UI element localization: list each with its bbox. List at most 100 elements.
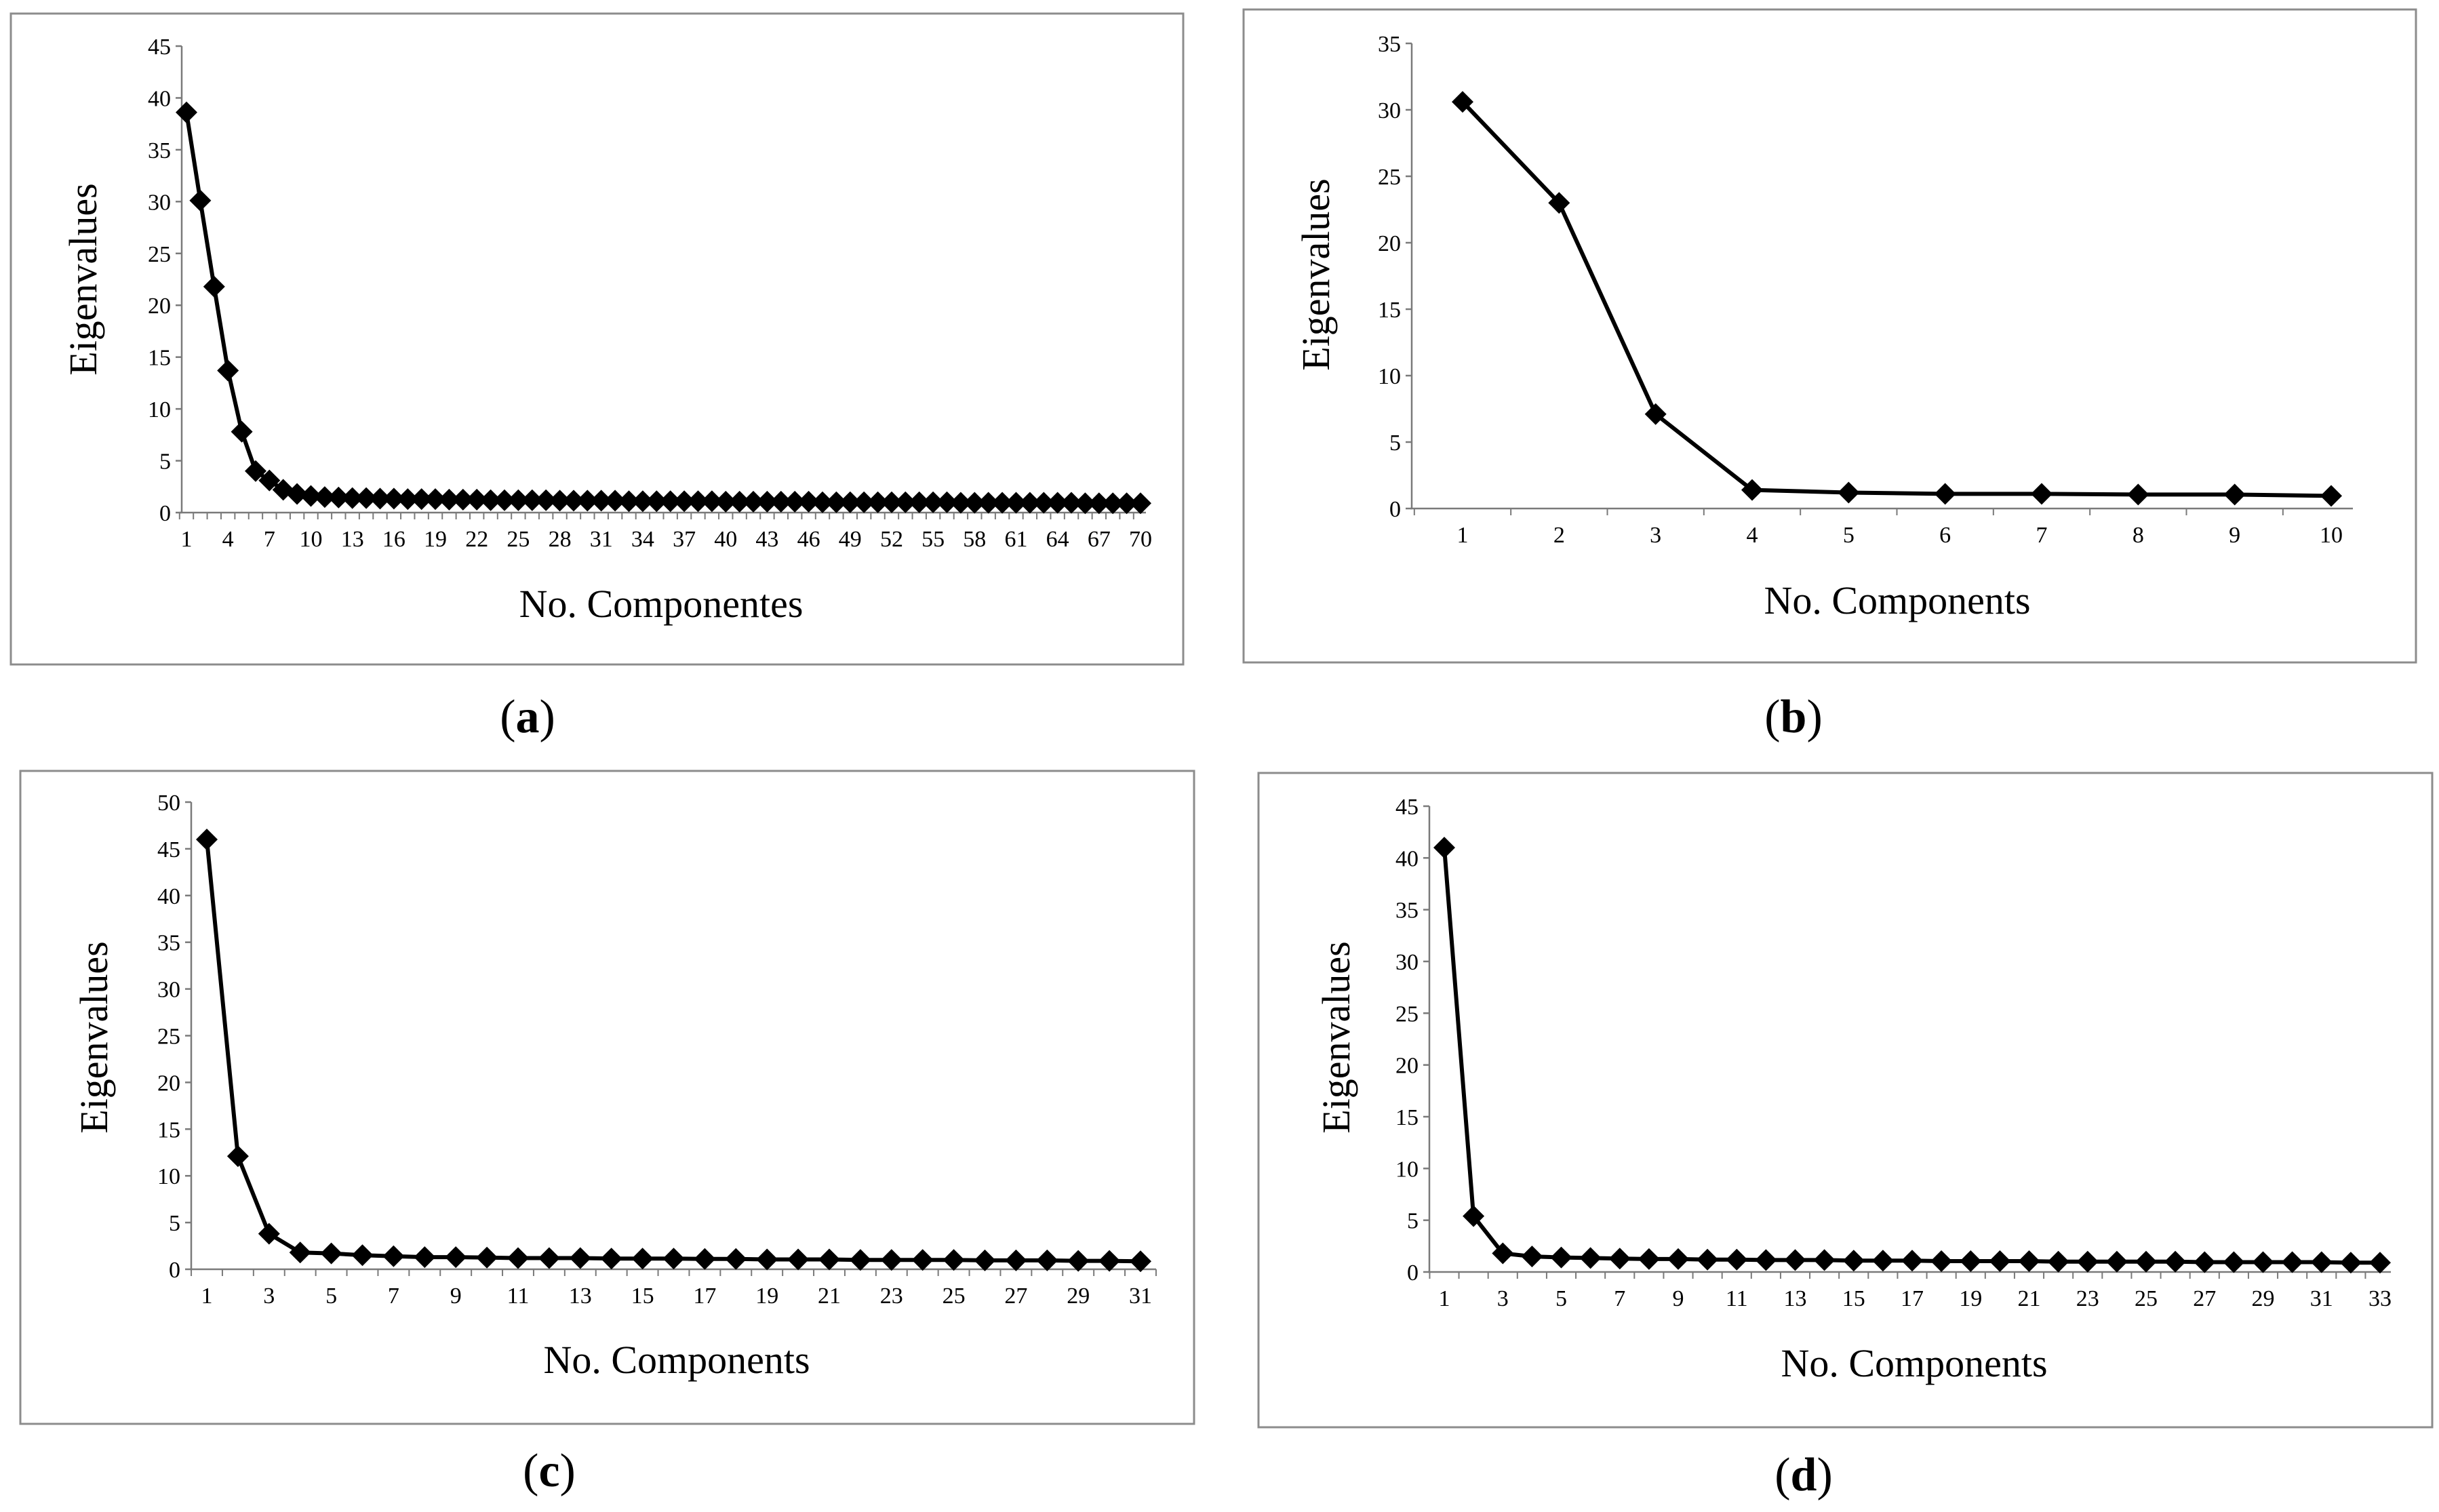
panel-b-frame <box>1242 8 2417 664</box>
panel-a-data-point <box>659 490 681 513</box>
panel-c-y-tick-label: 40 <box>157 884 180 909</box>
panel-a-data-point <box>673 490 696 513</box>
panel-a-data-point <box>1005 492 1027 514</box>
panel-a-x-tick-label: 28 <box>549 527 572 552</box>
panel-c-y-tick-label: 15 <box>157 1117 180 1142</box>
panel-d-data-point <box>1989 1250 2011 1272</box>
panel-d-data-point <box>1755 1249 1777 1271</box>
panel-c-y-tick-label: 45 <box>157 837 180 862</box>
panel-a-data-point <box>687 490 709 513</box>
panel-d-y-tick-label: 25 <box>1395 1001 1419 1027</box>
panel-a-plot: 0 5 10 15 20 25 30 35 40 45 1 4 7 10 13 16 19 22 25 28 31 34 3… <box>148 35 1152 552</box>
panel-c-x-tick-label: 1 <box>201 1284 213 1309</box>
panel-d-data-point <box>2339 1252 2362 1274</box>
panel-a-x-tick-label: 64 <box>1046 527 1069 552</box>
panel-a-y-tick-label: 0 <box>159 501 171 526</box>
panel-b-x-tick-label: 9 <box>2229 523 2240 548</box>
panel-d-x-tick-label: 19 <box>1959 1286 1982 1311</box>
panel-d-data-point <box>2047 1250 2069 1273</box>
panel-d-x-tick-label: 29 <box>2252 1286 2275 1311</box>
panel-d-y-tick-label: 40 <box>1395 846 1419 871</box>
panel-b-y-tick-label: 15 <box>1378 298 1401 323</box>
panel-c-x-tick-label: 11 <box>507 1284 530 1309</box>
panel-c-data-point <box>725 1248 747 1270</box>
panel-d-y-tick-label: 0 <box>1407 1260 1419 1286</box>
panel-c-x-tick-label: 9 <box>450 1284 462 1309</box>
panel-d-x-tick-label: 9 <box>1673 1286 1684 1311</box>
panel-a-data-point <box>438 488 460 511</box>
panel-c-frame <box>19 770 1195 1425</box>
panel-d-data-point <box>1608 1248 1631 1270</box>
panel-a-x-tick-label: 37 <box>673 527 696 552</box>
panel-a-data-point <box>977 492 999 514</box>
panel-d-y-tick-label: 35 <box>1395 898 1419 923</box>
panel-a-x-tick-label: 49 <box>839 527 862 552</box>
panel-a-x-tick-label: 70 <box>1129 527 1152 552</box>
panel-d-data-point <box>1960 1250 1982 1272</box>
panel-c-data-point <box>756 1248 778 1271</box>
panel-c-data-point <box>538 1247 560 1269</box>
panel-a-y-tick-label: 5 <box>159 450 171 475</box>
panel-c-data-point <box>226 1145 249 1168</box>
panel-c-data-point <box>1036 1249 1058 1271</box>
panel-c-data-point <box>569 1247 591 1269</box>
panel-d-frame <box>1257 772 2434 1429</box>
panel-a-data-point <box>424 488 446 511</box>
panel-a-data-point <box>1088 492 1110 515</box>
panel-a-x-tick-label: 58 <box>963 527 986 552</box>
panel-a-data-point <box>1102 492 1124 515</box>
panel-a-x-tick-label: 31 <box>590 527 613 552</box>
panel-b-y-tick-label: 30 <box>1378 98 1401 123</box>
panel-d-caption: (d) <box>1774 1449 1833 1501</box>
panel-a-y-tick-label: 30 <box>148 190 171 215</box>
panel-d-x-tick-label: 25 <box>2135 1286 2158 1311</box>
panel-c-ylabel: Eigenvalues <box>72 941 116 1133</box>
panel-a-data-point <box>1060 492 1082 514</box>
panel-c-caption-letter: c <box>538 1445 559 1497</box>
panel-c-data-point <box>414 1246 436 1269</box>
panel-c-y-tick-label: 35 <box>157 931 180 956</box>
panel-b-x-tick-label: 6 <box>1939 523 1951 548</box>
panel-b: 0 5 10 15 20 25 30 35 1 2 3 4 5 6 7 8 9 10 Eigenvalues No… <box>1242 8 2417 743</box>
panel-a-data-point <box>797 490 820 513</box>
panel-d-x-tick-label: 17 <box>1901 1286 1924 1311</box>
panel-a-x-tick-label: 52 <box>880 527 903 552</box>
panel-a-data-point <box>576 490 599 512</box>
panel-a-data-point <box>839 491 861 513</box>
panel-d-y-tick-label: 30 <box>1395 950 1419 975</box>
panel-c-data-point <box>1005 1249 1027 1271</box>
panel-d-data-point <box>1638 1248 1660 1270</box>
panel-a-xlabel: No. Componentes <box>519 582 804 626</box>
panel-c-data-point <box>600 1248 622 1270</box>
panel-a-y-tick-label: 25 <box>148 242 171 267</box>
panel-c-data-point <box>943 1249 965 1271</box>
panel-c-data-point <box>849 1249 871 1271</box>
panel-c-data-point <box>911 1249 934 1271</box>
panel-c-x-tick-label: 19 <box>755 1284 778 1309</box>
panel-d-data-point <box>1901 1250 1923 1272</box>
panel-a-data-point <box>258 469 281 492</box>
panel-a-x-tick-label: 16 <box>382 527 405 552</box>
panel-d-data-point <box>2310 1251 2333 1273</box>
panel-a-data-point <box>894 491 917 513</box>
panel-a-data-point <box>466 488 488 511</box>
panel-a-data-point <box>549 490 571 512</box>
panel-a-data-point <box>646 490 668 513</box>
panel-a-data-point <box>742 490 764 513</box>
panel-b-x-tick-label: 5 <box>1843 523 1855 548</box>
panel-d-data-point <box>1667 1248 1689 1270</box>
panel-c-data-point <box>289 1241 311 1264</box>
panel-c-y-tick-label: 25 <box>157 1024 180 1050</box>
panel-a-data-point <box>784 490 806 513</box>
panel-a-data-point <box>300 485 322 507</box>
panel-a-data-point <box>867 491 889 513</box>
panel-b-y-tick-label: 20 <box>1378 231 1401 256</box>
panel-b-x-tick-label: 7 <box>2036 523 2048 548</box>
panel-d-x-tick-label: 1 <box>1439 1286 1450 1311</box>
panel-b-data-point <box>2031 483 2053 505</box>
panel-a-data-point <box>964 492 986 514</box>
panel-a: 0 5 10 15 20 25 30 35 40 45 1 4 7 10 13 16 19 22 25 28 31 34 3… <box>9 12 1185 743</box>
panel-a-data-point <box>313 486 336 509</box>
panel-a-x-tick-label: 61 <box>1004 527 1027 552</box>
